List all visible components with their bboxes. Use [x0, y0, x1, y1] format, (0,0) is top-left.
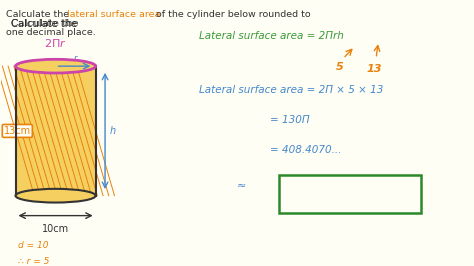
Text: 408.4cm²: 408.4cm² — [322, 187, 378, 200]
Text: r: r — [74, 54, 77, 63]
Text: h: h — [110, 126, 116, 136]
Text: 10cm: 10cm — [42, 224, 69, 234]
Text: one decimal place.: one decimal place. — [6, 28, 96, 36]
Text: $2\Pi r$: $2\Pi r$ — [44, 37, 67, 49]
Text: Lateral surface area = 2Π × 5 × 13: Lateral surface area = 2Π × 5 × 13 — [199, 85, 383, 95]
Text: lateral surface area: lateral surface area — [67, 10, 160, 19]
Text: 13: 13 — [366, 64, 382, 74]
Text: = 130Π: = 130Π — [270, 115, 310, 125]
Text: 5: 5 — [336, 63, 344, 72]
Text: Lateral surface area = 2Πrh: Lateral surface area = 2Πrh — [199, 31, 344, 41]
Text: Calculate the: Calculate the — [11, 19, 82, 28]
Text: Calculate the: Calculate the — [11, 19, 80, 29]
Text: d = 10: d = 10 — [18, 240, 48, 250]
Text: = 408.4070...: = 408.4070... — [270, 145, 341, 155]
Text: of the cylinder below rounded to: of the cylinder below rounded to — [154, 10, 311, 19]
Ellipse shape — [16, 59, 96, 73]
Text: ≈: ≈ — [237, 181, 246, 191]
Bar — [16, 66, 96, 196]
Text: 13cm: 13cm — [4, 126, 31, 136]
Text: ∴ r = 5: ∴ r = 5 — [18, 257, 49, 266]
Ellipse shape — [16, 189, 96, 202]
FancyBboxPatch shape — [279, 174, 421, 213]
Text: Calculate the: Calculate the — [6, 10, 72, 19]
